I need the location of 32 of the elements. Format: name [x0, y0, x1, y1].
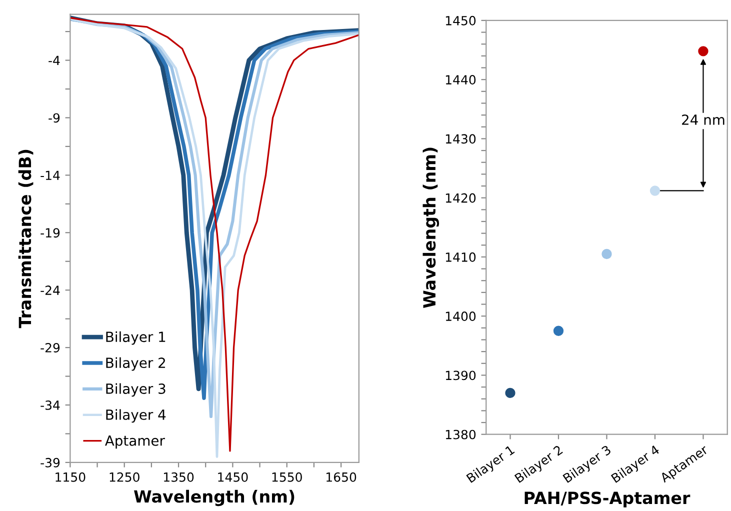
y-tick-label: -4 [48, 56, 60, 66]
y-tick-label: -39 [40, 458, 60, 468]
y-tick-label: -9 [48, 113, 60, 123]
y-tick-label: 1420 [446, 193, 476, 203]
x-tick-label: 1350 [164, 472, 194, 482]
x-tick-label: 1450 [218, 472, 248, 482]
y-tick-label: 1390 [446, 370, 476, 380]
y-tick-label: -34 [40, 400, 60, 410]
y-tick-label: 1450 [446, 16, 476, 26]
x-tick-label: 1150 [56, 472, 86, 482]
y-tick-label: 1380 [446, 430, 476, 440]
x-tick-label: 1550 [272, 472, 302, 482]
y-tick-label: -24 [40, 286, 60, 295]
y-tick-label: 1430 [446, 134, 476, 144]
y-axis-title: Wavelength (nm) [422, 148, 440, 308]
x-tick-label: 1650 [326, 472, 356, 482]
y-tick-label: 1400 [446, 312, 476, 322]
y-tick-label: 1410 [446, 252, 476, 262]
legend-label: Bilayer 2 [106, 357, 165, 371]
annotation: 24 nm [682, 114, 724, 125]
y-tick-label: -29 [40, 343, 60, 352]
legend-label: Bilayer 4 [106, 409, 166, 423]
x-axis-title: PAH/PSS-Aptamer [524, 492, 690, 508]
y-tick-label: -14 [40, 170, 60, 180]
legend-label: Aptamer [105, 436, 165, 449]
x-tick-label: 1250 [110, 472, 140, 482]
y-axis-title: Transmittance (dB) [18, 150, 34, 328]
legend-label: Bilayer 3 [106, 383, 166, 397]
y-tick-label: 1440 [446, 75, 476, 84]
x-axis-title: Wavelength (nm) [134, 490, 294, 506]
y-tick-label: -19 [40, 228, 60, 238]
legend-label: Bilayer 1 [106, 331, 166, 345]
